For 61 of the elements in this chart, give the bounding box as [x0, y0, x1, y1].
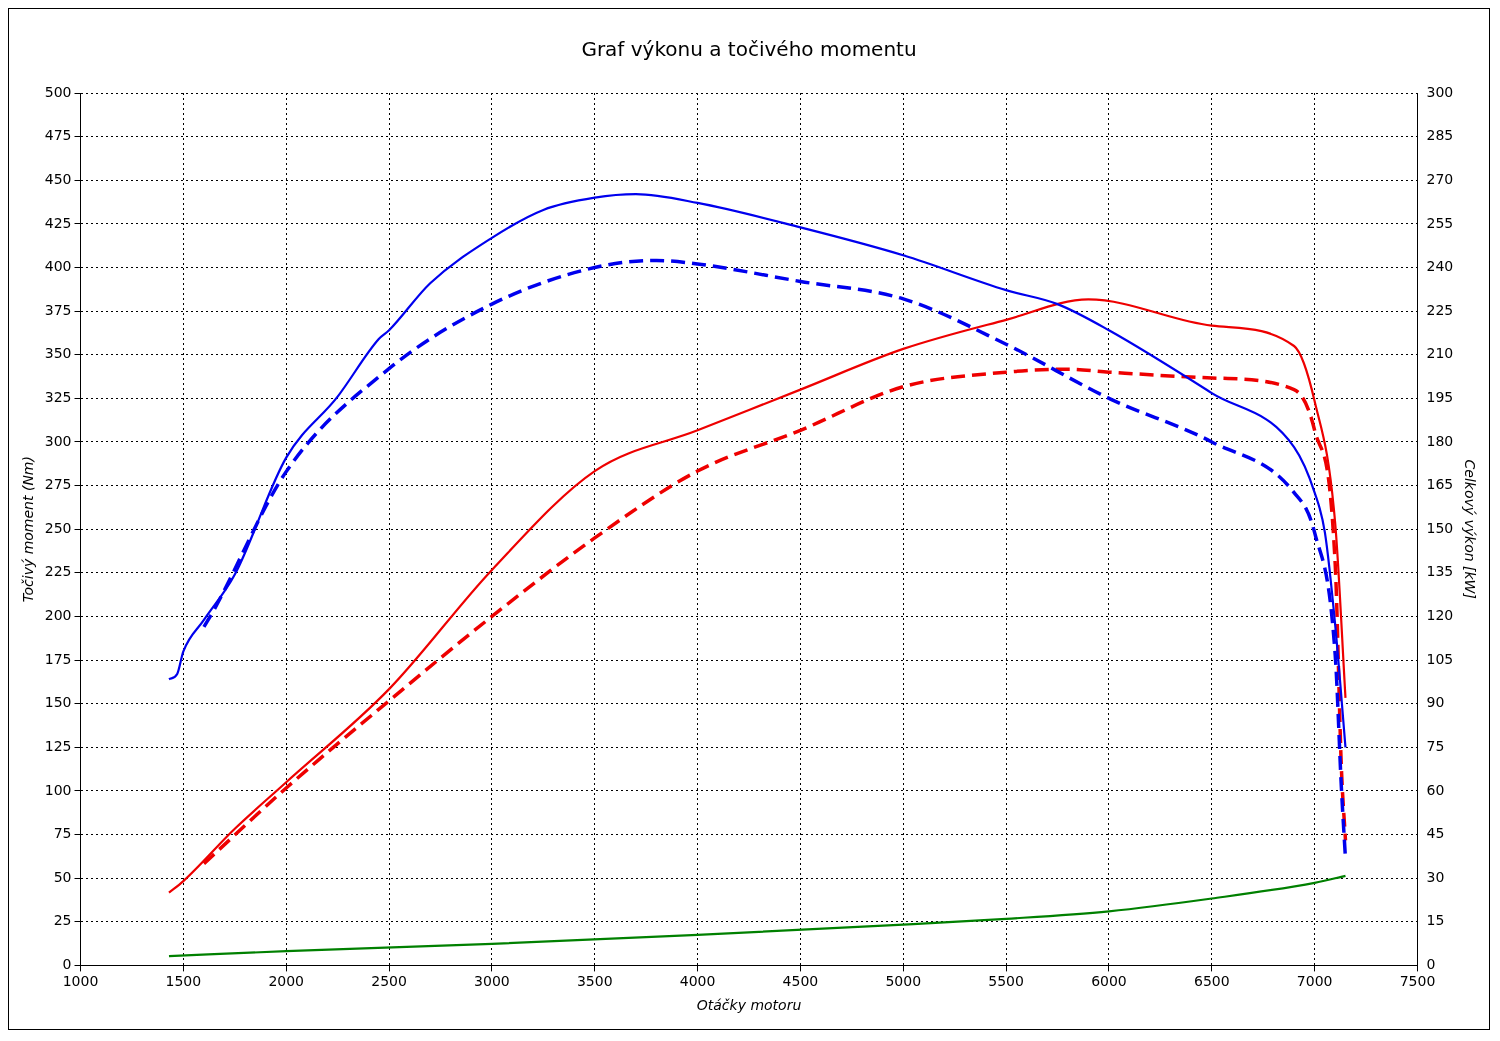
y2-tick-label: 15 [1426, 912, 1445, 929]
x-tick-label: 1000 [62, 973, 99, 990]
y-tick-label: 425 [44, 214, 72, 231]
x-tick-label: 7500 [1399, 973, 1436, 990]
y-tick-label: 150 [44, 694, 72, 711]
y2-tick-label: 105 [1426, 650, 1454, 667]
y-tick-label: 300 [44, 432, 72, 449]
x-tick-label: 5500 [988, 973, 1024, 990]
x-tick-label: 2500 [371, 973, 407, 990]
y2-tick-label: 195 [1426, 388, 1454, 405]
y-tick-label: 200 [44, 607, 72, 624]
y2-tick-label: 30 [1426, 868, 1445, 885]
y2-tick-label: 285 [1426, 127, 1454, 144]
x-axis-title: Otáčky motoru [696, 997, 802, 1014]
y2-axis-title: Celkový výkon [kW] [1461, 459, 1478, 599]
y2-tick-label: 165 [1426, 476, 1454, 493]
y2-tick-label: 300 [1426, 83, 1454, 100]
y-tick-label: 475 [44, 127, 72, 144]
y2-tick-label: 225 [1426, 301, 1454, 318]
line-series [167, 874, 1347, 958]
y-axis-title: Točivý moment (Nm) [20, 456, 37, 603]
x-tick-label: 6500 [1193, 973, 1230, 990]
x-tick-label: 1500 [165, 973, 202, 990]
y2-tick-label: 210 [1426, 345, 1454, 362]
y-tick-label: 350 [44, 345, 72, 362]
y2-tick-label: 90 [1426, 694, 1445, 711]
y2-tick-label: 255 [1426, 214, 1454, 231]
y2-tick-label: 150 [1426, 519, 1454, 536]
x-tick-label: 4000 [679, 973, 716, 990]
y2-tick-label: 45 [1426, 825, 1445, 842]
x-tick-label: 5000 [885, 973, 922, 990]
y2-tick-label: 60 [1426, 781, 1445, 798]
y-tick-label: 125 [44, 737, 72, 754]
y-tick-label: 375 [44, 301, 72, 318]
y2-tick-label: 0 [1426, 956, 1436, 973]
y-tick-label: 500 [44, 83, 72, 100]
x-tick-label: 4500 [782, 973, 819, 990]
y-tick-label: 75 [53, 825, 72, 842]
x-tick-label: 3000 [474, 973, 510, 990]
x-tick-label: 7000 [1296, 973, 1333, 990]
y-tick-label: 175 [44, 650, 72, 667]
x-tick-label: 3500 [576, 973, 613, 990]
y2-tick-label: 240 [1426, 258, 1454, 275]
y-tick-label: 50 [53, 868, 72, 885]
y-tick-label: 325 [44, 388, 72, 405]
x-tick-label: 6000 [1091, 973, 1127, 990]
y2-tick-label: 270 [1426, 170, 1454, 187]
y-tick-label: 275 [44, 476, 72, 493]
y-tick-label: 400 [44, 258, 72, 275]
y2-tick-label: 135 [1426, 563, 1454, 580]
y2-tick-label: 75 [1426, 737, 1445, 754]
y-tick-label: 25 [53, 912, 72, 929]
y-tick-label: 450 [44, 170, 72, 187]
chart-title: Graf výkonu a točivého momentu [581, 37, 917, 62]
y-tick-label: 0 [62, 956, 72, 973]
y-tick-label: 100 [44, 781, 72, 798]
y2-tick-label: 180 [1426, 432, 1454, 449]
y2-tick-label: 120 [1426, 607, 1454, 624]
x-tick-label: 2000 [268, 973, 305, 990]
y-tick-label: 225 [44, 563, 72, 580]
y-tick-label: 250 [44, 519, 72, 536]
